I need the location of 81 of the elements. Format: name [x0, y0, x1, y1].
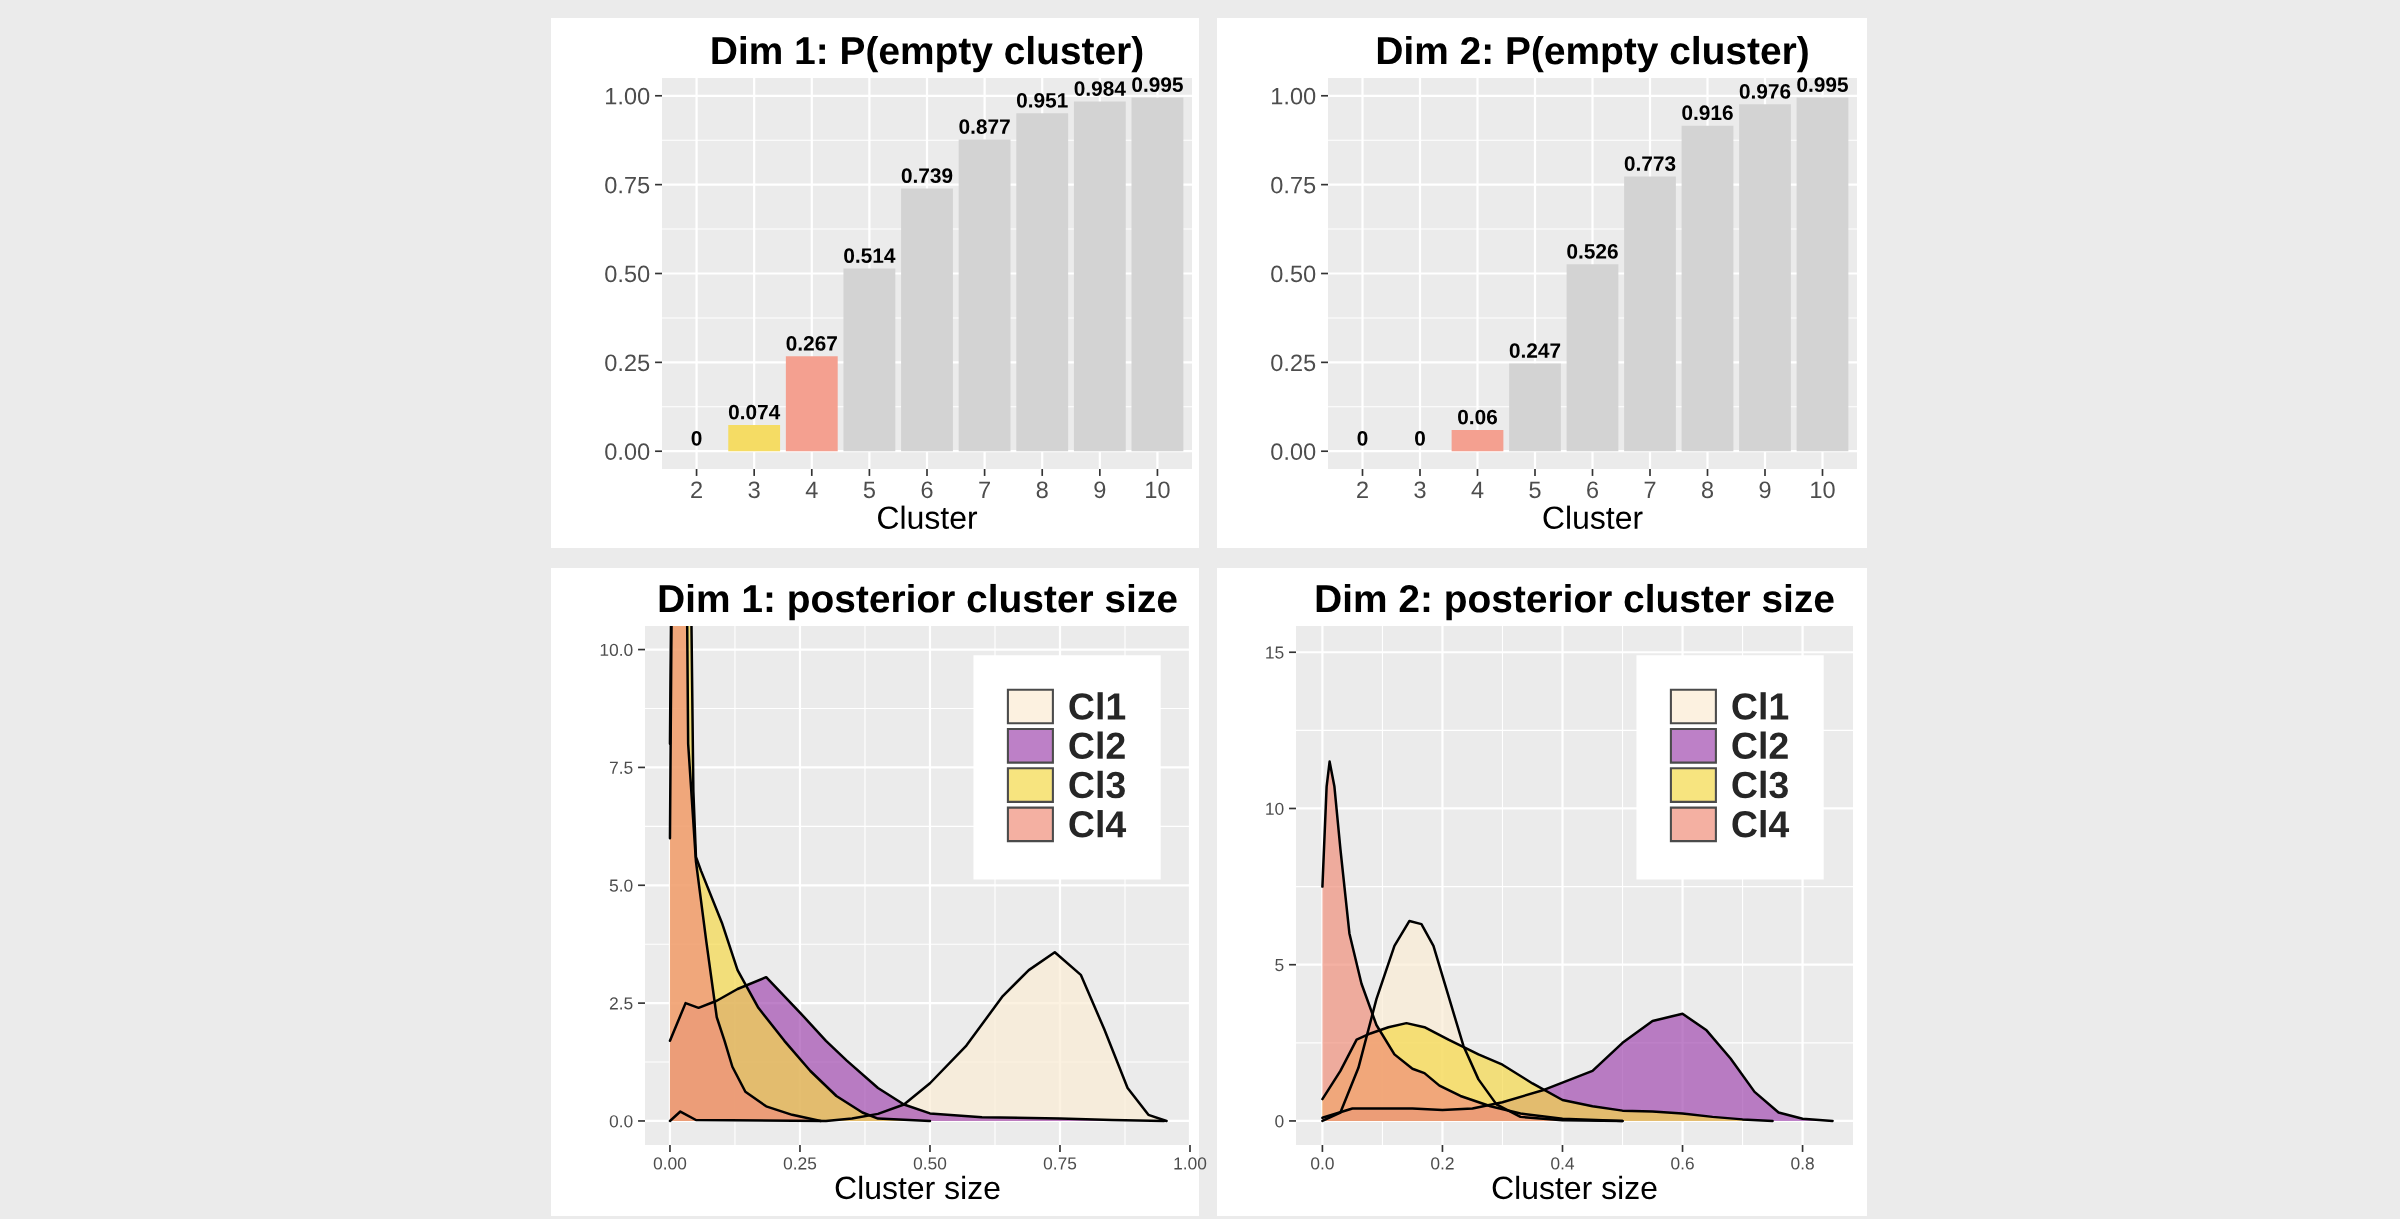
y-tick-label: 0.25 — [605, 354, 650, 372]
x-tick-label: 0.8 — [1791, 1157, 1814, 1170]
data-label: 0.995 — [1132, 77, 1183, 93]
y-tick-label: 0.75 — [1271, 176, 1316, 194]
data-label: 0.995 — [1797, 77, 1848, 93]
y-tick-label: 0.00 — [1271, 443, 1316, 461]
legend-label: Cl4 — [1732, 810, 1790, 838]
x-tick-label: 0.2 — [1431, 1157, 1454, 1170]
y-tick-label: 5.0 — [609, 879, 633, 892]
x-tick-label: 5 — [1529, 481, 1541, 499]
x-tick-label: 0.6 — [1671, 1157, 1694, 1170]
data-label: 0.074 — [728, 404, 781, 420]
chart-title: Dim 1: posterior cluster size — [659, 583, 1177, 621]
chart-title: Dim 2: posterior cluster size — [1316, 583, 1834, 621]
x-tick-label: 2 — [691, 481, 702, 498]
y-tick-label: 1.00 — [1272, 87, 1316, 105]
data-label: 0.247 — [1509, 343, 1561, 358]
data-label: 0.877 — [959, 119, 1010, 134]
x-axis-title: Cluster — [1543, 505, 1643, 530]
chart-title: Dim 2: P(empty cluster) — [1377, 35, 1808, 73]
x-tick-label: 3 — [1414, 481, 1426, 499]
y-tick-label: 5 — [1275, 959, 1284, 972]
legend-label: Cl1 — [1069, 692, 1126, 720]
y-tick-label: 0.0 — [609, 1115, 633, 1128]
x-tick-label: 3 — [748, 481, 760, 499]
data-label: 0.514 — [844, 248, 896, 264]
x-tick-label: 7 — [979, 481, 990, 498]
chart-title: Dim 1: P(empty cluster) — [712, 35, 1143, 73]
data-label: 0.06 — [1458, 409, 1498, 425]
x-tick-label: 0.50 — [913, 1157, 947, 1170]
y-tick-label: 10.0 — [600, 643, 633, 657]
legend-label: Cl1 — [1732, 692, 1789, 720]
data-label: 0 — [691, 430, 702, 446]
x-tick-label: 0.4 — [1551, 1157, 1575, 1170]
x-axis-title: Cluster size — [1492, 1175, 1657, 1200]
legend-label: Cl4 — [1069, 810, 1127, 838]
data-label: 0.984 — [1074, 81, 1126, 96]
x-tick-label: 6 — [921, 481, 933, 499]
y-tick-label: 10 — [1266, 802, 1284, 815]
x-tick-label: 10 — [1811, 481, 1835, 499]
legend-label: Cl3 — [1732, 770, 1788, 799]
y-tick-label: 0.25 — [1271, 354, 1316, 372]
x-tick-label: 0.75 — [1043, 1157, 1077, 1170]
y-tick-label: 15 — [1266, 646, 1284, 659]
x-tick-label: 0.25 — [783, 1157, 817, 1170]
x-tick-label: 7 — [1644, 481, 1656, 498]
y-tick-label: 0.75 — [605, 176, 650, 194]
y-tick-label: 1.00 — [606, 87, 650, 105]
data-label: 0.739 — [901, 168, 953, 184]
data-label: 0.976 — [1739, 84, 1791, 99]
data-label: 0.951 — [1016, 92, 1068, 108]
x-tick-label: 2 — [1357, 481, 1368, 498]
x-tick-label: 4 — [805, 481, 818, 498]
x-axis-title: Cluster — [878, 505, 978, 530]
y-tick-label: 0.50 — [605, 265, 650, 283]
data-label: 0.526 — [1567, 244, 1618, 259]
x-tick-label: 1.00 — [1174, 1157, 1207, 1170]
x-tick-label: 9 — [1094, 481, 1106, 499]
data-label: 0.773 — [1624, 156, 1676, 171]
data-label: 0 — [1357, 430, 1368, 446]
x-tick-label: 8 — [1701, 481, 1714, 499]
y-tick-label: 7.5 — [609, 761, 633, 774]
x-tick-label: 8 — [1036, 481, 1048, 499]
x-tick-label: 6 — [1587, 481, 1599, 499]
legend-label: Cl2 — [1732, 731, 1788, 760]
data-label: 0.267 — [786, 336, 837, 351]
y-tick-label: 0.00 — [605, 443, 650, 461]
x-tick-label: 0.0 — [1311, 1157, 1334, 1170]
x-tick-label: 0.00 — [653, 1157, 687, 1170]
x-tick-label: 9 — [1759, 481, 1771, 499]
y-tick-label: 0 — [1275, 1115, 1284, 1128]
x-tick-label: 10 — [1146, 481, 1170, 499]
y-tick-label: 0.50 — [1271, 265, 1316, 283]
data-label: 0.916 — [1682, 105, 1733, 121]
y-tick-label: 2.5 — [609, 997, 633, 1010]
x-tick-label: 4 — [1471, 481, 1484, 498]
data-label: 0 — [1415, 430, 1425, 446]
x-axis-title: Cluster size — [835, 1175, 1000, 1200]
x-tick-label: 5 — [863, 481, 875, 499]
legend-label: Cl3 — [1069, 770, 1125, 799]
legend-label: Cl2 — [1069, 731, 1125, 760]
